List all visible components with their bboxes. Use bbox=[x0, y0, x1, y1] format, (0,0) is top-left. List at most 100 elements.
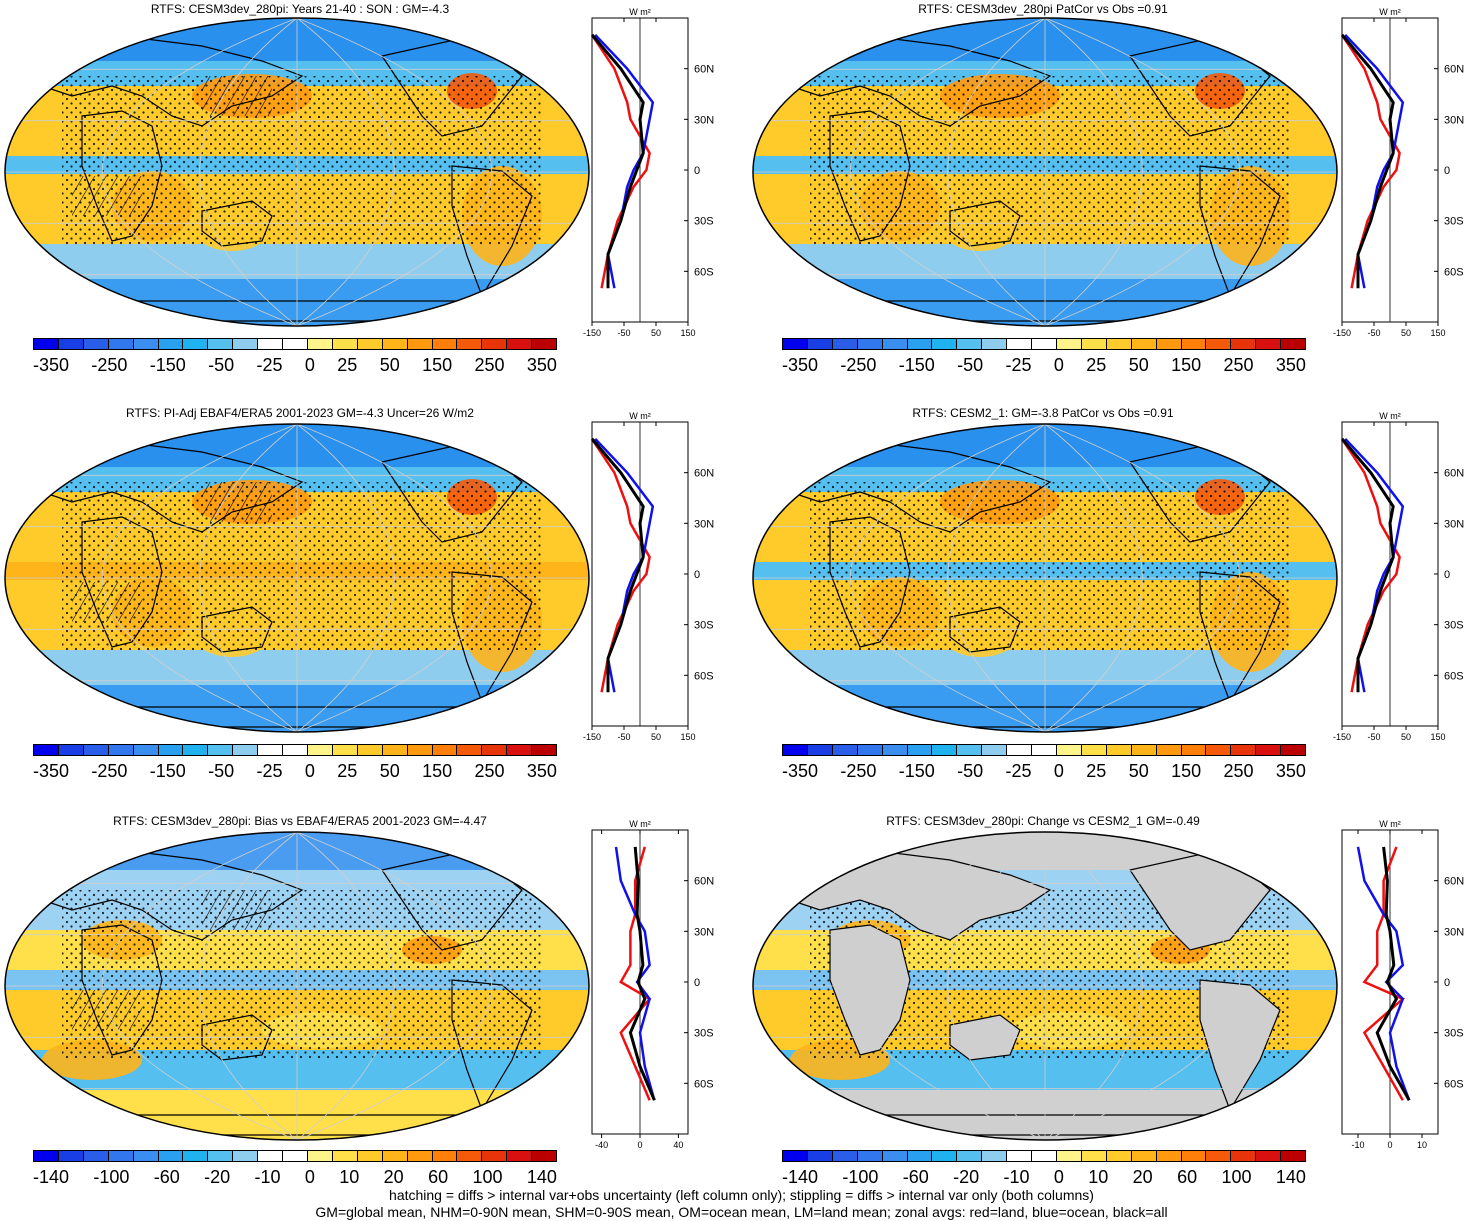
panel-title: RTFS: PI-Adj EBAF4/ERA5 2001-2023 GM=-4.… bbox=[126, 406, 474, 420]
colorbar-swatch bbox=[1281, 745, 1306, 755]
colorbar-swatch bbox=[1231, 1151, 1257, 1161]
colorbar-swatch bbox=[158, 745, 184, 755]
map-coastline bbox=[779, 35, 1052, 127]
colorbar-swatch bbox=[208, 1151, 234, 1161]
zonal-line-all bbox=[628, 846, 656, 1101]
panel-title: RTFS: CESM3dev_280pi: Years 21-40 : SON … bbox=[150, 2, 450, 16]
colorbar-swatch bbox=[1081, 1151, 1107, 1161]
map bbox=[752, 831, 1338, 1141]
colorbar-swatch bbox=[882, 1151, 908, 1161]
colorbar-swatch bbox=[532, 339, 557, 349]
colorbar-label: -140 bbox=[782, 1167, 819, 1187]
zonal-y-label: 0 bbox=[1444, 569, 1450, 581]
map-hatching bbox=[202, 482, 272, 522]
colorbar-label: -25 bbox=[1005, 761, 1032, 781]
colorbar-swatch bbox=[1007, 745, 1033, 755]
map-coastline bbox=[1199, 165, 1281, 298]
colorbar-swatch bbox=[783, 339, 808, 349]
colorbar-swatch bbox=[58, 339, 84, 349]
colorbar-swatch bbox=[882, 339, 908, 349]
colorbar-swatch bbox=[1181, 1151, 1207, 1161]
colorbar bbox=[782, 744, 1306, 756]
colorbar-swatch bbox=[1281, 1151, 1306, 1161]
colorbar-swatch bbox=[108, 339, 134, 349]
map-gridline bbox=[296, 424, 493, 732]
map-stippling bbox=[62, 482, 542, 652]
colorbar-swatch bbox=[1281, 339, 1306, 349]
colorbar bbox=[782, 1150, 1306, 1162]
zonal-x-label: -150 bbox=[1333, 732, 1351, 742]
colorbar-label: 60 bbox=[1177, 1167, 1198, 1187]
colorbar-swatch bbox=[1081, 339, 1107, 349]
colorbar-swatch bbox=[34, 339, 59, 349]
colorbar-swatch bbox=[283, 745, 308, 755]
map-coastline bbox=[1199, 571, 1281, 704]
colorbar-swatch bbox=[382, 1151, 408, 1161]
colorbar-swatch bbox=[332, 1151, 358, 1161]
colorbar-label: 60 bbox=[428, 1167, 449, 1187]
zonal-y-label: 30S bbox=[694, 1028, 714, 1040]
colorbar-swatch bbox=[332, 745, 358, 755]
map-stippling bbox=[810, 76, 1290, 246]
zonal-plot: W m² -10 0 10 60N 30N 0 30S 60S bbox=[1341, 819, 1464, 1150]
colorbar-label: -50 bbox=[957, 761, 984, 781]
colorbar-label: 25 bbox=[337, 355, 358, 375]
map-coastline bbox=[1199, 979, 1281, 1112]
map-coastline bbox=[81, 924, 163, 1056]
map-gridline bbox=[947, 832, 1046, 1140]
colorbar-label: -60 bbox=[902, 1167, 929, 1187]
colorbar-label: 50 bbox=[1128, 355, 1149, 375]
colorbar-label: 0 bbox=[1053, 355, 1064, 375]
colorbar-swatch bbox=[507, 339, 533, 349]
colorbar-swatch bbox=[283, 339, 308, 349]
colorbar-swatch bbox=[457, 339, 483, 349]
colorbar-swatch bbox=[183, 1151, 209, 1161]
zonal-unit: W m² bbox=[1379, 7, 1401, 17]
map-gridline bbox=[296, 832, 395, 1140]
colorbar-swatch bbox=[482, 339, 508, 349]
zonal-x-label: 0 bbox=[1387, 1140, 1392, 1150]
colorbar-label: -150 bbox=[149, 761, 186, 781]
colorbar-swatch bbox=[1007, 339, 1033, 349]
colorbar-label: -25 bbox=[1005, 355, 1032, 375]
colorbar-labels: -350 -250 -150 -50 -25 0 25 50 150 250 350 bbox=[782, 761, 1306, 782]
colorbar-label: 50 bbox=[379, 761, 400, 781]
colorbar-swatch bbox=[982, 1151, 1008, 1161]
map-stippling bbox=[62, 76, 542, 246]
zonal-y-label: 60S bbox=[1444, 1078, 1464, 1090]
colorbar-swatch bbox=[432, 745, 458, 755]
map-gridline bbox=[101, 832, 298, 1140]
zonal-y-label: 30N bbox=[1444, 518, 1464, 530]
colorbar-swatch bbox=[382, 339, 408, 349]
colorbar-swatch bbox=[1256, 339, 1282, 349]
zonal-y-label: 60S bbox=[1444, 670, 1464, 682]
panel-3: RTFS: PI-Adj EBAF4/ERA5 2001-2023 GM=-4.… bbox=[0, 404, 740, 804]
panel-5: RTFS: CESM3dev_280pi: Bias vs EBAF4/ERA5… bbox=[0, 810, 740, 1190]
colorbar-labels: -350 -250 -150 -50 -25 0 25 50 150 250 350 bbox=[33, 761, 557, 782]
colorbar-label: -25 bbox=[256, 355, 283, 375]
zonal-y-label: 30S bbox=[1444, 216, 1464, 228]
colorbar-swatch bbox=[307, 339, 333, 349]
colorbar-swatch bbox=[1231, 745, 1257, 755]
colorbar-swatch bbox=[832, 339, 858, 349]
map-gridline bbox=[1044, 832, 1241, 1140]
colorbar-swatch bbox=[532, 1151, 557, 1161]
colorbar-label: -20 bbox=[953, 1167, 980, 1187]
zonal-x-label: 150 bbox=[1430, 328, 1445, 338]
colorbar bbox=[782, 338, 1306, 350]
colorbar-swatch bbox=[482, 1151, 508, 1161]
panel-title: RTFS: CESM2_1: GM=-3.8 PatCor vs Obs =0.… bbox=[912, 406, 1174, 420]
colorbar-swatch bbox=[58, 1151, 84, 1161]
colorbar-swatch bbox=[357, 1151, 383, 1161]
map-gridline bbox=[1044, 832, 1143, 1140]
colorbar bbox=[33, 744, 557, 756]
zonal-y-label: 0 bbox=[1444, 977, 1450, 989]
map-outline bbox=[4, 17, 590, 327]
colorbar-label: 10 bbox=[339, 1167, 360, 1187]
colorbar-swatch bbox=[1106, 1151, 1132, 1161]
colorbar-swatch bbox=[857, 1151, 883, 1161]
colorbar-label: 150 bbox=[1171, 355, 1202, 375]
zonal-x-label: 50 bbox=[1401, 328, 1411, 338]
zonal-plot: W m² -150 -50 50 150 60N 30N 0 30S 60S bbox=[583, 411, 714, 742]
colorbar-swatch bbox=[83, 1151, 109, 1161]
